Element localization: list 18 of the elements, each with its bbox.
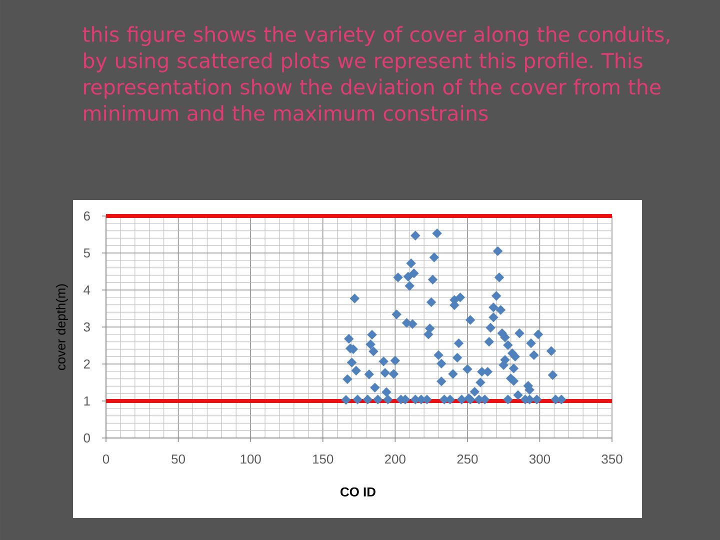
x-tick-label: 0	[102, 454, 110, 464]
x-tick-label: 200	[385, 454, 406, 464]
x-tick-label: 100	[240, 454, 261, 464]
y-tick-label: 6	[84, 211, 90, 221]
y-tick-label: 4	[84, 286, 90, 294]
y-tick-label: 5	[84, 248, 90, 258]
y-tick-label: 0	[84, 433, 90, 443]
y-tick-label: 2	[84, 359, 90, 369]
x-tick-label: 300	[529, 454, 550, 464]
x-tick-label: 50	[172, 454, 185, 464]
x-tick-label: 150	[313, 454, 334, 464]
x-axis-title: CO ID	[340, 487, 376, 497]
x-tick-label: 350	[602, 454, 622, 464]
y-tick-label: 1	[84, 396, 90, 406]
y-axis-title: cover depth(m)	[56, 284, 68, 370]
x-tick-label: 250	[457, 454, 478, 464]
chart-title: this figure shows the variety of cover along the conduits, by using scattered plots we represent this profile. This representation show the deviation of the cover from the minimum and the maximum constrains	[82, 26, 670, 121]
y-tick-label: 3	[84, 322, 90, 332]
